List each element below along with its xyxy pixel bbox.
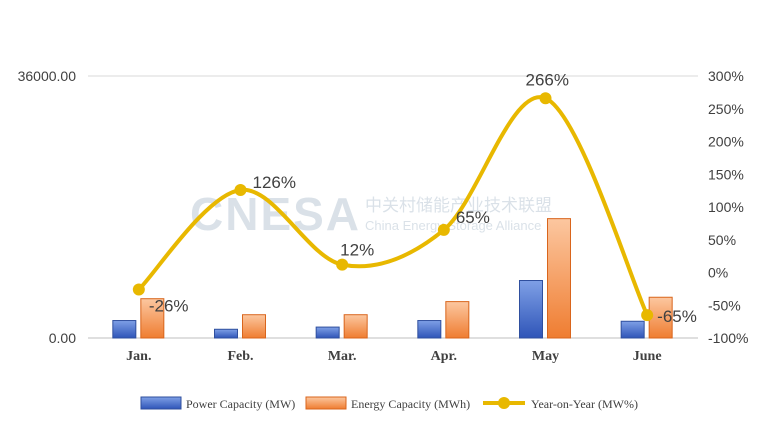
yoy-line: -26% 126% 12% 65% 266% -65% (132, 70, 697, 326)
yoy-point (336, 258, 349, 271)
legend-energy-swatch (305, 396, 347, 410)
legend-yoy-marker (498, 397, 510, 409)
right-tick-label: 50% (708, 232, 736, 248)
yoy-data-label: 126% (253, 173, 296, 192)
right-tick-label: -50% (708, 297, 741, 313)
x-tick-label: May (532, 349, 559, 364)
yoy-line-path (136, 95, 650, 318)
x-axis: Jan. Feb. Mar. Apr. May June (126, 349, 661, 364)
legend: Power Capacity (MW) Energy Capacity (MWh)… (140, 396, 638, 411)
power-bar (417, 320, 442, 339)
right-tick-label: -100% (708, 330, 748, 346)
energy-bar (140, 298, 165, 339)
legend-power-label: Power Capacity (MW) (186, 397, 295, 411)
yoy-data-label: -65% (657, 307, 697, 326)
right-tick-label: 100% (708, 199, 744, 215)
power-bar (315, 326, 340, 339)
x-tick-label: Feb. (227, 349, 253, 364)
yoy-point (641, 309, 654, 322)
power-bar (214, 328, 238, 339)
left-tick-label: 0.00 (49, 330, 76, 346)
yoy-point (234, 183, 247, 196)
energy-bar (242, 314, 266, 339)
x-tick-label: June (633, 349, 662, 364)
right-axis: -100% -50% 0% 50% 100% 150% 200% 250% 300% (708, 68, 748, 346)
legend-power-swatch (140, 396, 182, 410)
watermark-latin: CNESA (190, 188, 361, 240)
right-tick-label: 300% (708, 68, 744, 84)
energy-bar (547, 218, 571, 339)
power-bar (620, 320, 645, 339)
x-tick-label: Jan. (126, 349, 151, 364)
x-tick-label: Apr. (431, 349, 457, 364)
right-tick-label: 150% (708, 166, 744, 182)
yoy-point (539, 92, 552, 105)
bars (112, 218, 673, 339)
x-tick-label: Mar. (328, 349, 357, 364)
right-tick-label: 250% (708, 101, 744, 117)
power-bar (112, 320, 137, 339)
watermark-cn: 中关村储能产业技术联盟 (365, 196, 552, 215)
yoy-data-label: -26% (149, 297, 189, 316)
right-tick-label: 0% (708, 265, 728, 281)
left-tick-label: 36000.00 (18, 68, 77, 84)
yoy-data-label: 12% (340, 241, 374, 260)
energy-bar (343, 314, 368, 339)
right-tick-label: 200% (708, 134, 744, 150)
yoy-data-label: 266% (526, 70, 569, 89)
yoy-data-label: 65% (456, 208, 490, 227)
power-bar (519, 280, 543, 339)
left-axis: 0.00 36000.00 (18, 68, 77, 346)
legend-energy-label: Energy Capacity (MWh) (351, 397, 470, 411)
watermark: CNESA 中关村储能产业技术联盟 China Energy Storage A… (190, 188, 552, 240)
yoy-point (132, 283, 145, 296)
energy-bar (445, 301, 470, 339)
gridlines (88, 75, 698, 339)
legend-yoy-label: Year-on-Year (MW%) (531, 397, 638, 411)
yoy-point (437, 223, 450, 236)
watermark-en: China Energy Storage Alliance (365, 218, 541, 233)
